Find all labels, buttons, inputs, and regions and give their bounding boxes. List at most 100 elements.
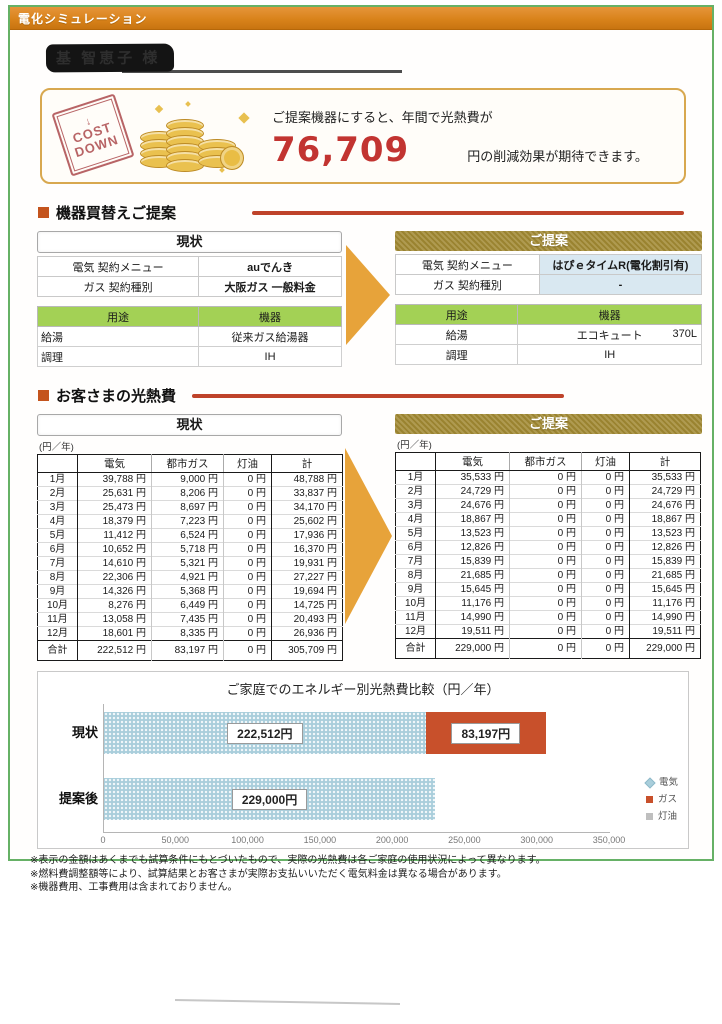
- coin-stack: [166, 119, 204, 172]
- cost-cell: 6月: [395, 540, 436, 555]
- cost-cell: 0 円: [509, 582, 582, 597]
- cost-cell: 7月: [395, 554, 436, 569]
- chart-bar-row: 提案後 229,000円: [59, 778, 610, 820]
- usage-cell: 給湯: [394, 324, 519, 345]
- cost-cell: 19,511 円: [435, 624, 510, 639]
- device-size: 370L: [672, 328, 697, 340]
- table-row: 電気 契約メニュー auでんき: [36, 256, 342, 277]
- cost-cell: 24,676 円: [629, 498, 701, 513]
- chart-bar-row: 現状 222,512円 83,197円: [72, 712, 610, 754]
- cost-cell: 24,729 円: [629, 484, 701, 499]
- legend-square-icon: [645, 796, 653, 803]
- cost-cell: 19,931 円: [271, 556, 343, 571]
- kerosene-column-header: 灯油: [223, 454, 272, 473]
- arrow-column: [342, 414, 395, 661]
- cost-cell: 222,512 円: [77, 640, 152, 661]
- cost-cell: 0 円: [223, 570, 272, 585]
- cost-cell: 22,306 円: [77, 570, 152, 585]
- chart-category-label: 提案後: [58, 791, 98, 806]
- cost-cell: 0 円: [509, 498, 582, 513]
- footnote-line: ※機器費用、工事費用は含まれておりません。: [30, 882, 238, 893]
- section-title-text: 機器買替えご提案: [56, 205, 177, 222]
- cost-cell: 10月: [37, 598, 78, 613]
- device-cell: 従来ガス給湯器: [198, 326, 342, 347]
- section-costs-title: お客さまの光熱費: [38, 385, 684, 406]
- cost-cell: 0 円: [509, 540, 582, 555]
- cost-cell: 合計: [37, 640, 78, 661]
- cost-cell: 7,223 円: [151, 514, 224, 529]
- cost-down-banner: ↓ COST DOWN ご提案機器にすると、年間で光熱費が 76,709 円の削…: [40, 88, 686, 184]
- cost-cell: 0 円: [509, 568, 582, 583]
- section-title-text: お客さまの光熱費: [56, 388, 177, 405]
- cost-cell: 19,511 円: [629, 624, 701, 639]
- total-column-header: 計: [271, 454, 343, 473]
- cost-cell: 6,524 円: [151, 528, 224, 543]
- cost-cell: 18,379 円: [77, 514, 152, 529]
- section-equipment-title: 機器買替えご提案: [38, 202, 684, 223]
- proposal-usage-table: 用途 機器 給湯 エコキュート 370L 調理 IH: [394, 304, 702, 365]
- cost-cell: 9月: [395, 582, 436, 597]
- table-row: 調理 IH: [36, 346, 342, 367]
- cost-cell: 8,335 円: [151, 626, 224, 641]
- x-axis-tick-label: 150,000: [303, 835, 337, 845]
- coins-icon: [140, 101, 250, 173]
- cost-cell: 5月: [37, 528, 78, 543]
- cost-cell: 27,227 円: [271, 570, 343, 585]
- cost-cell: 39,788 円: [77, 472, 152, 487]
- cost-cell: 4,921 円: [151, 570, 224, 585]
- cost-cell: 14,610 円: [77, 556, 152, 571]
- cost-cell: 14,990 円: [435, 610, 510, 625]
- cost-cell: 0 円: [581, 540, 630, 555]
- cost-cell: 0 円: [581, 554, 630, 569]
- cost-cell: 0 円: [223, 542, 272, 557]
- cost-cell: 11月: [395, 610, 436, 625]
- cost-cell: 0 円: [509, 638, 582, 659]
- energy-cost-chart: ご家庭でのエネルギー別光熱費比較（円／年） 現状 222,512円 83,197円提…: [37, 671, 689, 849]
- bar-value-label: 83,197円: [451, 722, 521, 744]
- table-row: 給湯 従来ガス給湯器: [36, 326, 342, 347]
- device-header: 機器: [517, 304, 702, 325]
- cost-cell: 0 円: [581, 470, 630, 485]
- x-axis-tick-label: 0: [100, 835, 106, 845]
- device-cell: IH: [198, 346, 342, 367]
- savings-amount: 76,709: [272, 129, 410, 170]
- cost-cell: 229,000 円: [629, 638, 701, 659]
- cost-cell: 0 円: [223, 528, 272, 543]
- cost-cell: 15,839 円: [629, 554, 701, 569]
- device-cell: IH: [517, 344, 702, 365]
- cost-cell: 7月: [37, 556, 78, 571]
- device-name: IH: [604, 348, 616, 361]
- equipment-comparison: 現状 電気 契約メニュー auでんき ガス 契約種別 大阪ガス 一般料金 用途 …: [36, 231, 712, 367]
- contract-label: 電気 契約メニュー: [36, 256, 200, 277]
- table-row: ガス 契約種別 -: [395, 274, 703, 295]
- arrow-right-icon: [345, 448, 392, 624]
- cost-cell: 1月: [395, 470, 436, 485]
- cost-cell: 305,709 円: [271, 640, 343, 661]
- table-row: 調理 IH: [394, 344, 702, 365]
- cost-cell: 0 円: [223, 584, 272, 599]
- document-title: 電化シミュレーション: [18, 11, 148, 26]
- cost-cell: 11,412 円: [77, 528, 152, 543]
- cost-cell: 14,990 円: [629, 610, 701, 625]
- proposal-header: ご提案: [395, 414, 702, 434]
- device-header: 機器: [198, 306, 342, 327]
- sparkle-icon: [219, 167, 225, 173]
- cost-cell: 0 円: [509, 596, 582, 611]
- cost-cell: 34,170 円: [271, 500, 343, 515]
- cost-cell: 8月: [37, 570, 78, 585]
- cost-cell: 25,473 円: [77, 500, 152, 515]
- cost-cell: 11,176 円: [435, 596, 510, 611]
- footnotes: ※表示の金額はあくまでも試算条件にもとづいたもので、実際の光熱費は各ご家庭の使用…: [30, 854, 712, 895]
- arrow-right-icon: [346, 245, 390, 345]
- scan-artifact: [174, 999, 401, 1005]
